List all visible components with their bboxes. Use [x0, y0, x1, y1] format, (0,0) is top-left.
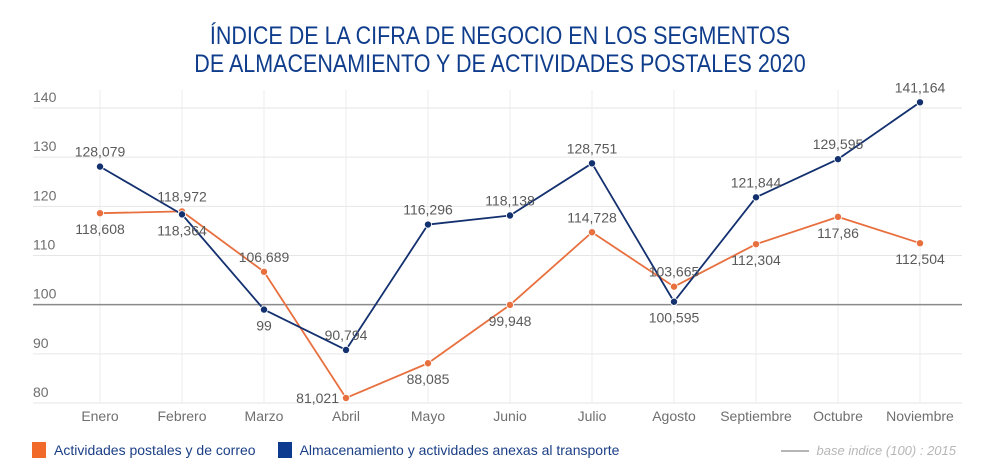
x-tick-label: Junio [493, 408, 527, 424]
data-label: 112,304 [731, 252, 781, 268]
data-label: 118,364 [157, 222, 207, 238]
data-point [588, 228, 597, 237]
legend-label-postales: Actividades postales y de correo [54, 442, 256, 458]
data-labels: 118,608 118,972 106,689 81,021 88,085 99,948 1… [75, 79, 946, 406]
data-point [96, 209, 105, 218]
data-label: 114,728 [567, 209, 617, 225]
data-label: 118,972 [157, 188, 207, 204]
y-tick-label: 80 [33, 384, 49, 400]
data-label: 121,844 [731, 174, 782, 190]
data-point [834, 212, 843, 221]
legend-item-postales: Actividades postales y de correo [32, 442, 256, 458]
data-label: 141,164 [895, 79, 946, 95]
data-label: 90,794 [325, 327, 368, 343]
chart-title-line-1: ÍNDICE DE LA CIFRA DE NEGOCIO EN LOS SEG… [209, 22, 791, 50]
data-label: 99 [256, 318, 272, 334]
data-label: 99,948 [489, 313, 532, 329]
data-point [916, 98, 925, 107]
y-tick-label: 90 [33, 335, 49, 351]
data-point [670, 297, 679, 306]
legend-label-almacenamiento: Almacenamiento y actividades anexas al t… [299, 442, 620, 458]
data-point [505, 211, 514, 220]
data-point [259, 267, 268, 276]
x-tick-label: Octubre [813, 408, 863, 424]
data-point [834, 155, 843, 164]
x-tick-label: Febrero [157, 408, 206, 424]
data-label: 128,751 [567, 140, 618, 156]
x-tick-label: Mayo [411, 408, 445, 424]
data-point [916, 239, 925, 248]
data-point [752, 193, 761, 202]
data-label: 100,595 [649, 310, 700, 326]
data-label: 116,296 [403, 202, 453, 218]
y-tick-label: 130 [33, 138, 57, 154]
chart-title-line-2: DE ALMACENAMIENTO Y DE ACTIVIDADES POSTA… [194, 50, 806, 78]
x-tick-label: Julio [578, 408, 607, 424]
y-axis-ticks: 80 90 100 110 120 130 140 [33, 89, 57, 400]
y-tick-label: 140 [33, 89, 57, 105]
grid [33, 90, 962, 404]
x-tick-label: Abril [332, 408, 360, 424]
base-line-icon [780, 449, 809, 452]
legend-item-almacenamiento: Almacenamiento y actividades anexas al t… [277, 442, 620, 458]
x-tick-label: Agosto [652, 408, 696, 424]
data-point [96, 162, 105, 171]
data-label: 117,86 [817, 225, 859, 241]
data-label: 129,595 [813, 136, 864, 152]
y-tick-label: 110 [33, 237, 56, 253]
data-point [752, 240, 761, 249]
data-label: 118,138 [485, 192, 535, 208]
x-axis-ticks: Enero Febrero Marzo Abril Mayo Junio Julio Agos… [81, 408, 954, 424]
data-point [259, 305, 268, 314]
data-label: 81,021 [296, 390, 339, 406]
data-point [423, 359, 432, 368]
legend-swatch-almacenamiento [277, 442, 292, 458]
x-tick-label: Marzo [245, 408, 284, 424]
chart-title: ÍNDICE DE LA CIFRA DE NEGOCIO EN LOS SEG… [70, 22, 930, 78]
data-point [670, 282, 679, 291]
y-tick-label: 120 [33, 187, 57, 203]
data-label: 103,665 [649, 264, 700, 280]
data-label: 112,504 [895, 251, 945, 267]
data-label: 128,079 [75, 144, 126, 160]
data-label: 118,608 [75, 221, 125, 237]
base-index-note: base indice (100) : 2015 [780, 443, 956, 458]
data-point [505, 300, 514, 309]
x-tick-label: Enero [81, 408, 119, 424]
data-point [341, 393, 350, 402]
legend: Actividades postales y de correo Almacen… [32, 442, 641, 458]
data-point [341, 345, 350, 354]
x-tick-label: Noviembre [886, 408, 954, 424]
data-point [588, 159, 597, 168]
data-point [177, 210, 186, 219]
data-label: 106,689 [239, 249, 290, 265]
x-tick-label: Septiembre [720, 408, 792, 424]
legend-swatch-postales [32, 442, 46, 458]
series-group [96, 98, 925, 402]
data-label: 88,085 [407, 371, 450, 387]
base-index-label: base indice (100) : 2015 [816, 443, 956, 458]
y-tick-label: 100 [33, 286, 57, 302]
data-point [423, 220, 432, 229]
